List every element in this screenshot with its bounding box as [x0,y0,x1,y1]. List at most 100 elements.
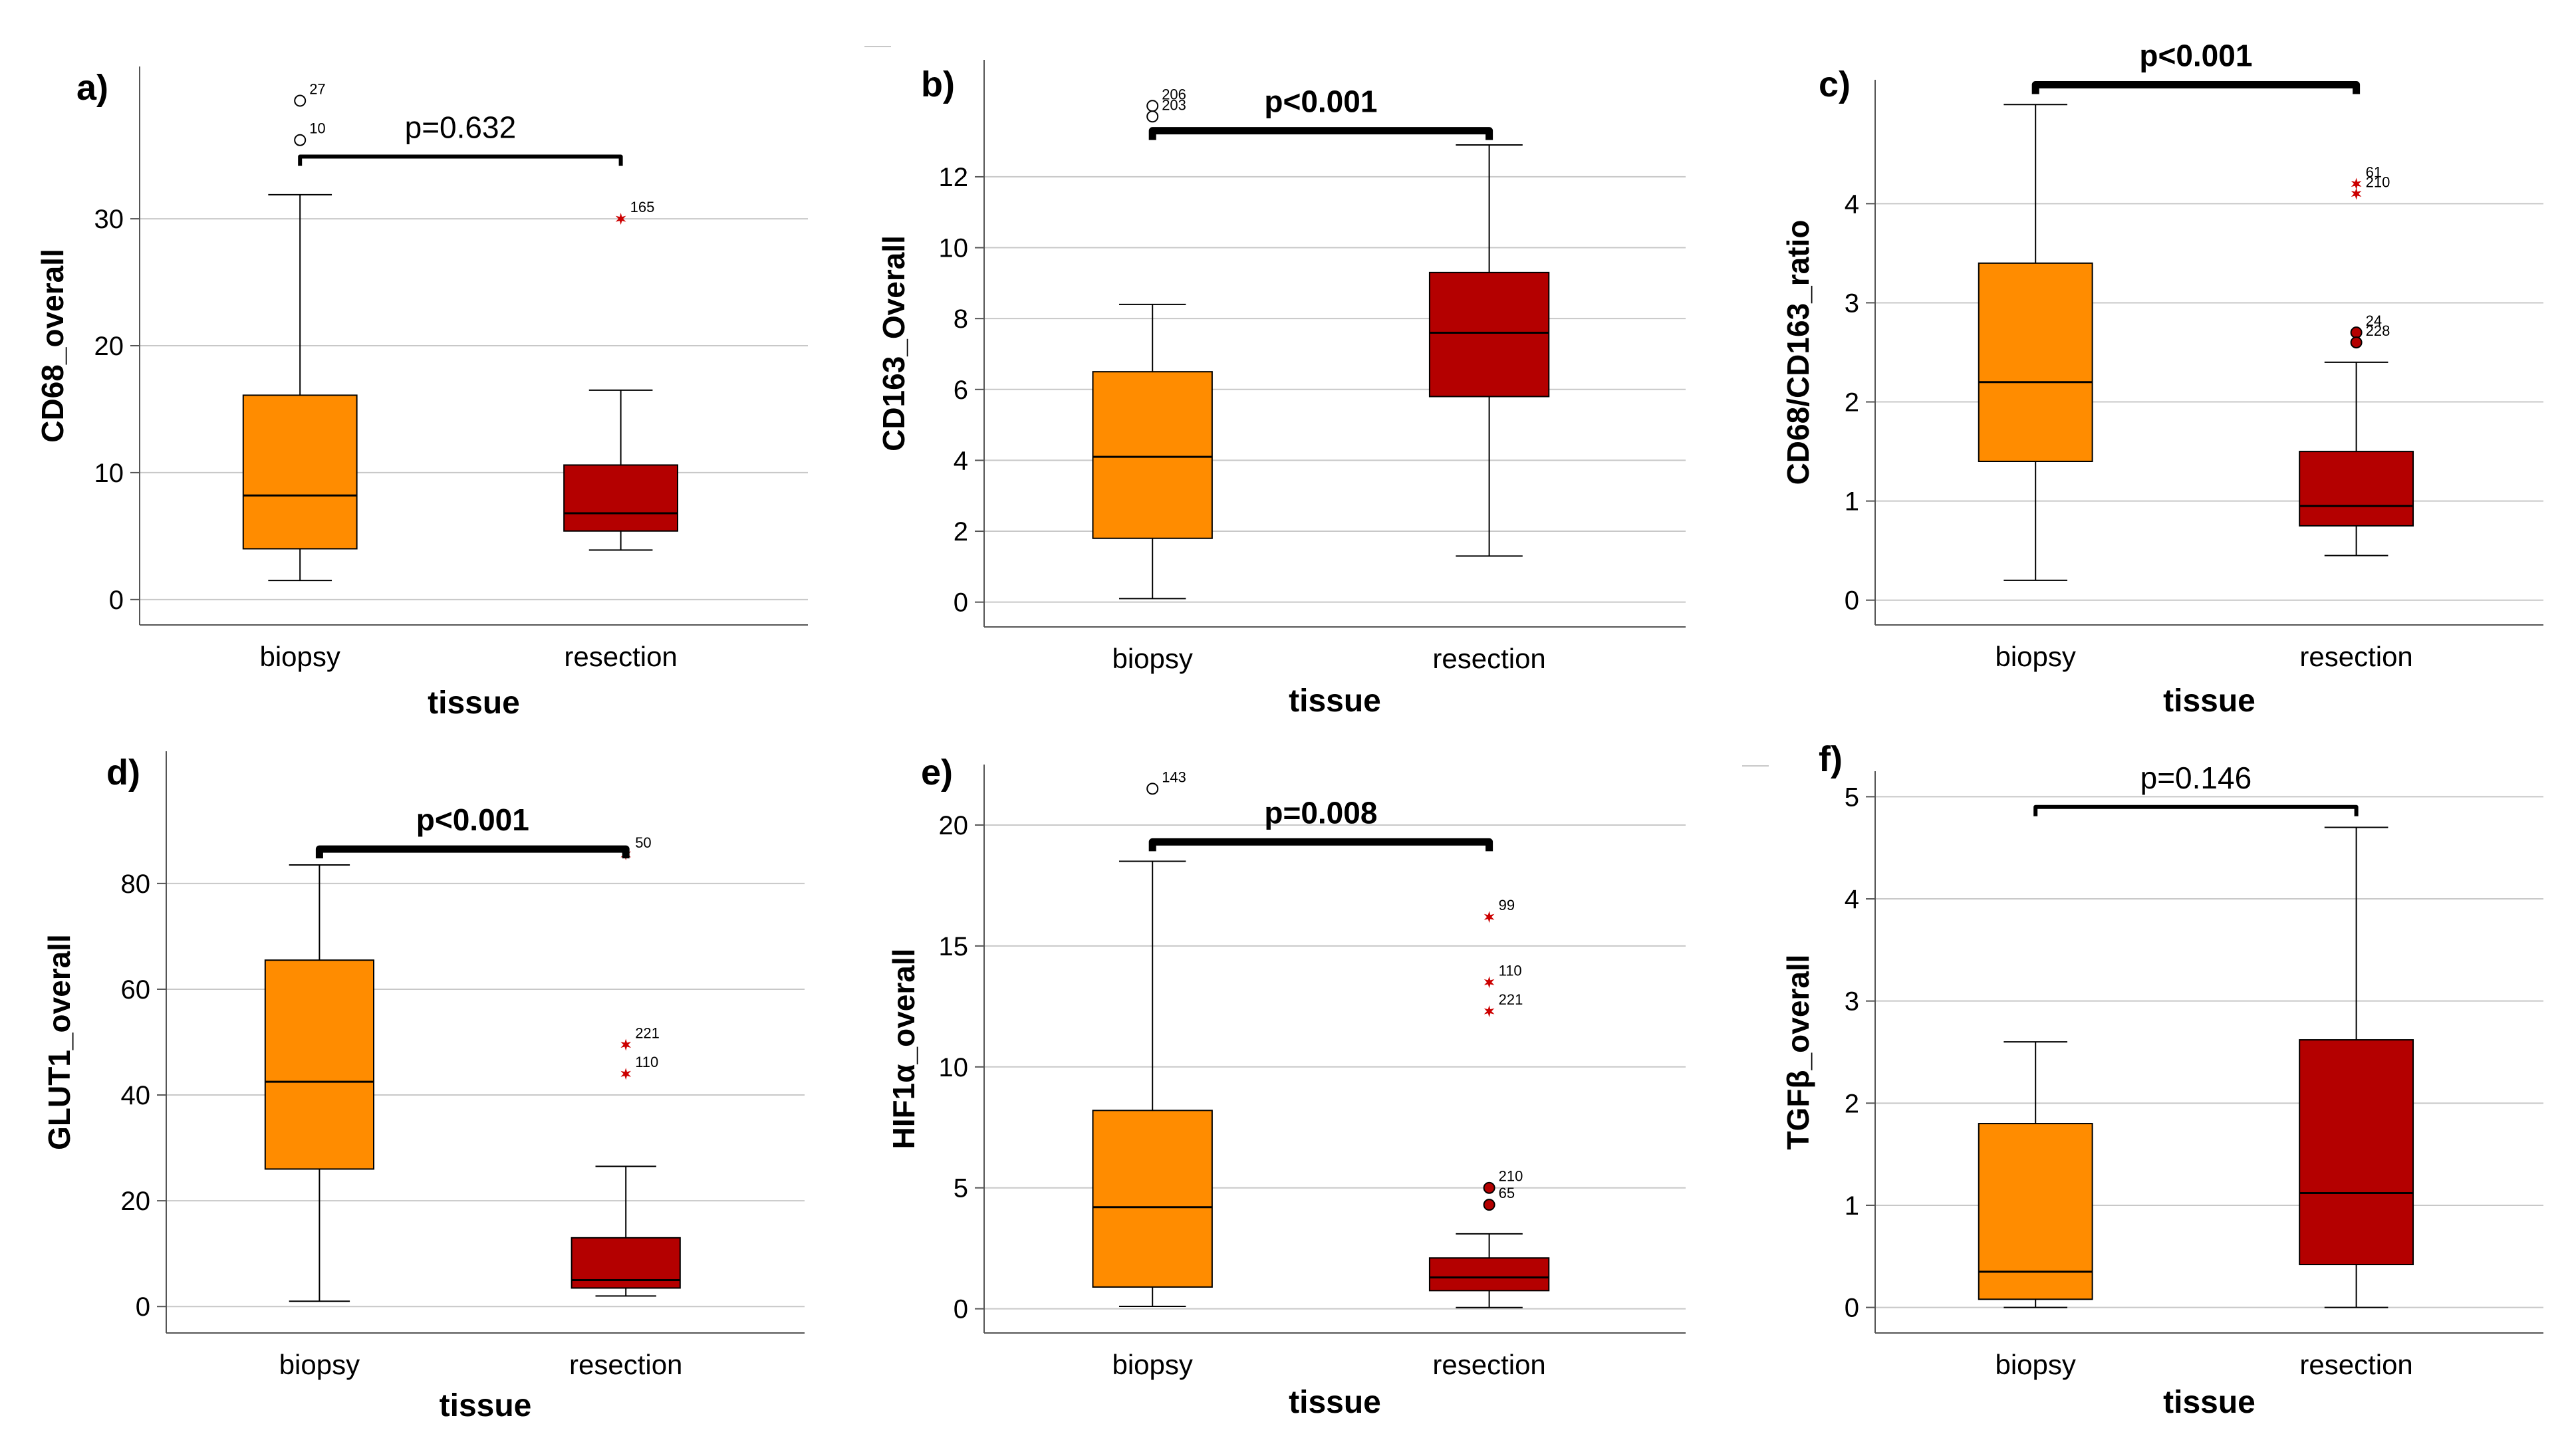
outlier-label: 210 [1499,1168,1523,1185]
y-tick-label: 20 [939,811,969,840]
box-resection [563,464,679,532]
box-resection [2299,451,2414,527]
y-tick-label: 2 [1845,1089,1859,1118]
y-tick-label: 0 [109,586,124,615]
outlier-star [1483,976,1495,989]
y-axis-title: CD68/CD163_ratio [1781,220,1815,485]
panel-letter: e) [921,753,953,792]
x-axis-title: tissue [440,1388,532,1423]
outlier-circle [1146,100,1159,112]
box-biopsy [1092,1110,1213,1288]
outlier-label: 210 [2366,174,2390,190]
outlier-dot [1483,1199,1495,1211]
y-tick-label: 10 [939,1053,969,1082]
y-tick-label: 10 [939,234,969,263]
outlier-label: 99 [1499,897,1515,913]
outlier-star [2351,178,2362,190]
outlier-label: 110 [635,1054,658,1070]
y-tick-label: 20 [94,332,124,361]
significance-bracket [2033,804,2359,816]
y-tick-label: 60 [121,975,151,1005]
y-tick-label: 20 [121,1187,151,1216]
x-tick-label-resection: resection [1432,643,1545,674]
y-tick-label: 0 [1845,586,1859,616]
outlier-label: 27 [309,81,325,98]
x-tick-label-biopsy: biopsy [1995,641,2075,672]
outlier-label: 165 [630,199,655,215]
x-axis-title: tissue [2163,1385,2255,1420]
outlier-label: 110 [1499,962,1522,979]
y-tick-label: 2 [954,517,968,546]
outlier-star [1483,1005,1495,1018]
p-value-label: p<0.001 [2139,38,2252,72]
y-tick-label: 4 [1845,189,1859,219]
y-tick-label: 15 [939,932,969,961]
y-tick-label: 0 [136,1292,150,1322]
box-biopsy [1092,371,1213,539]
y-axis-title: GLUT1_overall [42,934,76,1150]
outlier-dot [2350,326,2363,339]
outlier-label: 228 [2366,322,2390,339]
x-axis-title: tissue [2163,683,2255,719]
x-tick-label-biopsy: biopsy [1995,1349,2075,1380]
x-tick-label-resection: resection [1432,1349,1545,1380]
x-tick-label-resection: resection [564,641,677,672]
outlier-label: 50 [635,834,651,851]
box-biopsy [264,959,374,1170]
p-value-label: p<0.001 [1264,84,1377,119]
y-tick-label: 6 [954,376,968,405]
significance-bracket [2031,80,2361,94]
outlier-star [620,1068,631,1080]
significance-bracket [1148,127,1493,140]
x-tick-label-resection: resection [2299,1349,2412,1380]
y-tick-label: 5 [1845,782,1859,812]
y-tick-label: 30 [94,205,124,234]
p-value-label: p=0.632 [405,110,517,145]
x-tick-label-biopsy: biopsy [1112,643,1192,674]
outlier-star [620,1038,631,1051]
panel-letter: d) [106,753,140,792]
y-axis-title: TGFβ_overall [1781,955,1815,1150]
y-tick-label: 8 [954,304,968,334]
outlier-circle [1146,110,1159,123]
outlier-dot [2350,336,2363,349]
x-tick-label-biopsy: biopsy [279,1349,360,1380]
x-axis-title: tissue [428,685,520,721]
y-tick-label: 1 [1845,1191,1859,1221]
outlier-dot [1483,1181,1495,1194]
outlier-circle [1146,782,1159,795]
outlier-label: 65 [1499,1185,1515,1201]
y-tick-label: 4 [1845,885,1859,914]
outlier-star [2351,187,2362,200]
outlier-star [615,213,626,225]
y-tick-label: 0 [1845,1294,1859,1323]
significance-bracket [298,154,623,166]
y-axis-title: CD163_Overall [876,235,911,451]
outlier-label: 221 [1499,991,1523,1008]
y-tick-label: 3 [1845,987,1859,1017]
x-tick-label-biopsy: biopsy [259,641,340,672]
panel-letter: f) [1819,739,1843,779]
x-tick-label-resection: resection [569,1349,682,1380]
y-tick-label: 2 [1845,388,1859,418]
outlier-star [1483,911,1495,923]
y-tick-label: 3 [1845,289,1859,318]
outlier-label: 203 [1162,96,1186,113]
y-tick-label: 10 [94,459,124,488]
outlier-circle [294,134,307,146]
significance-bracket [315,845,630,859]
panel-letter: c) [1819,64,1851,104]
box-biopsy [1978,1123,2093,1300]
outlier-label: 221 [635,1024,660,1041]
panel-letter: b) [921,64,955,104]
panel-letter: a) [76,68,108,108]
outlier-label: 143 [1162,769,1186,785]
y-tick-label: 4 [954,446,968,475]
y-tick-label: 5 [954,1174,968,1203]
y-axis-title: HIF1α_overall [886,949,921,1149]
